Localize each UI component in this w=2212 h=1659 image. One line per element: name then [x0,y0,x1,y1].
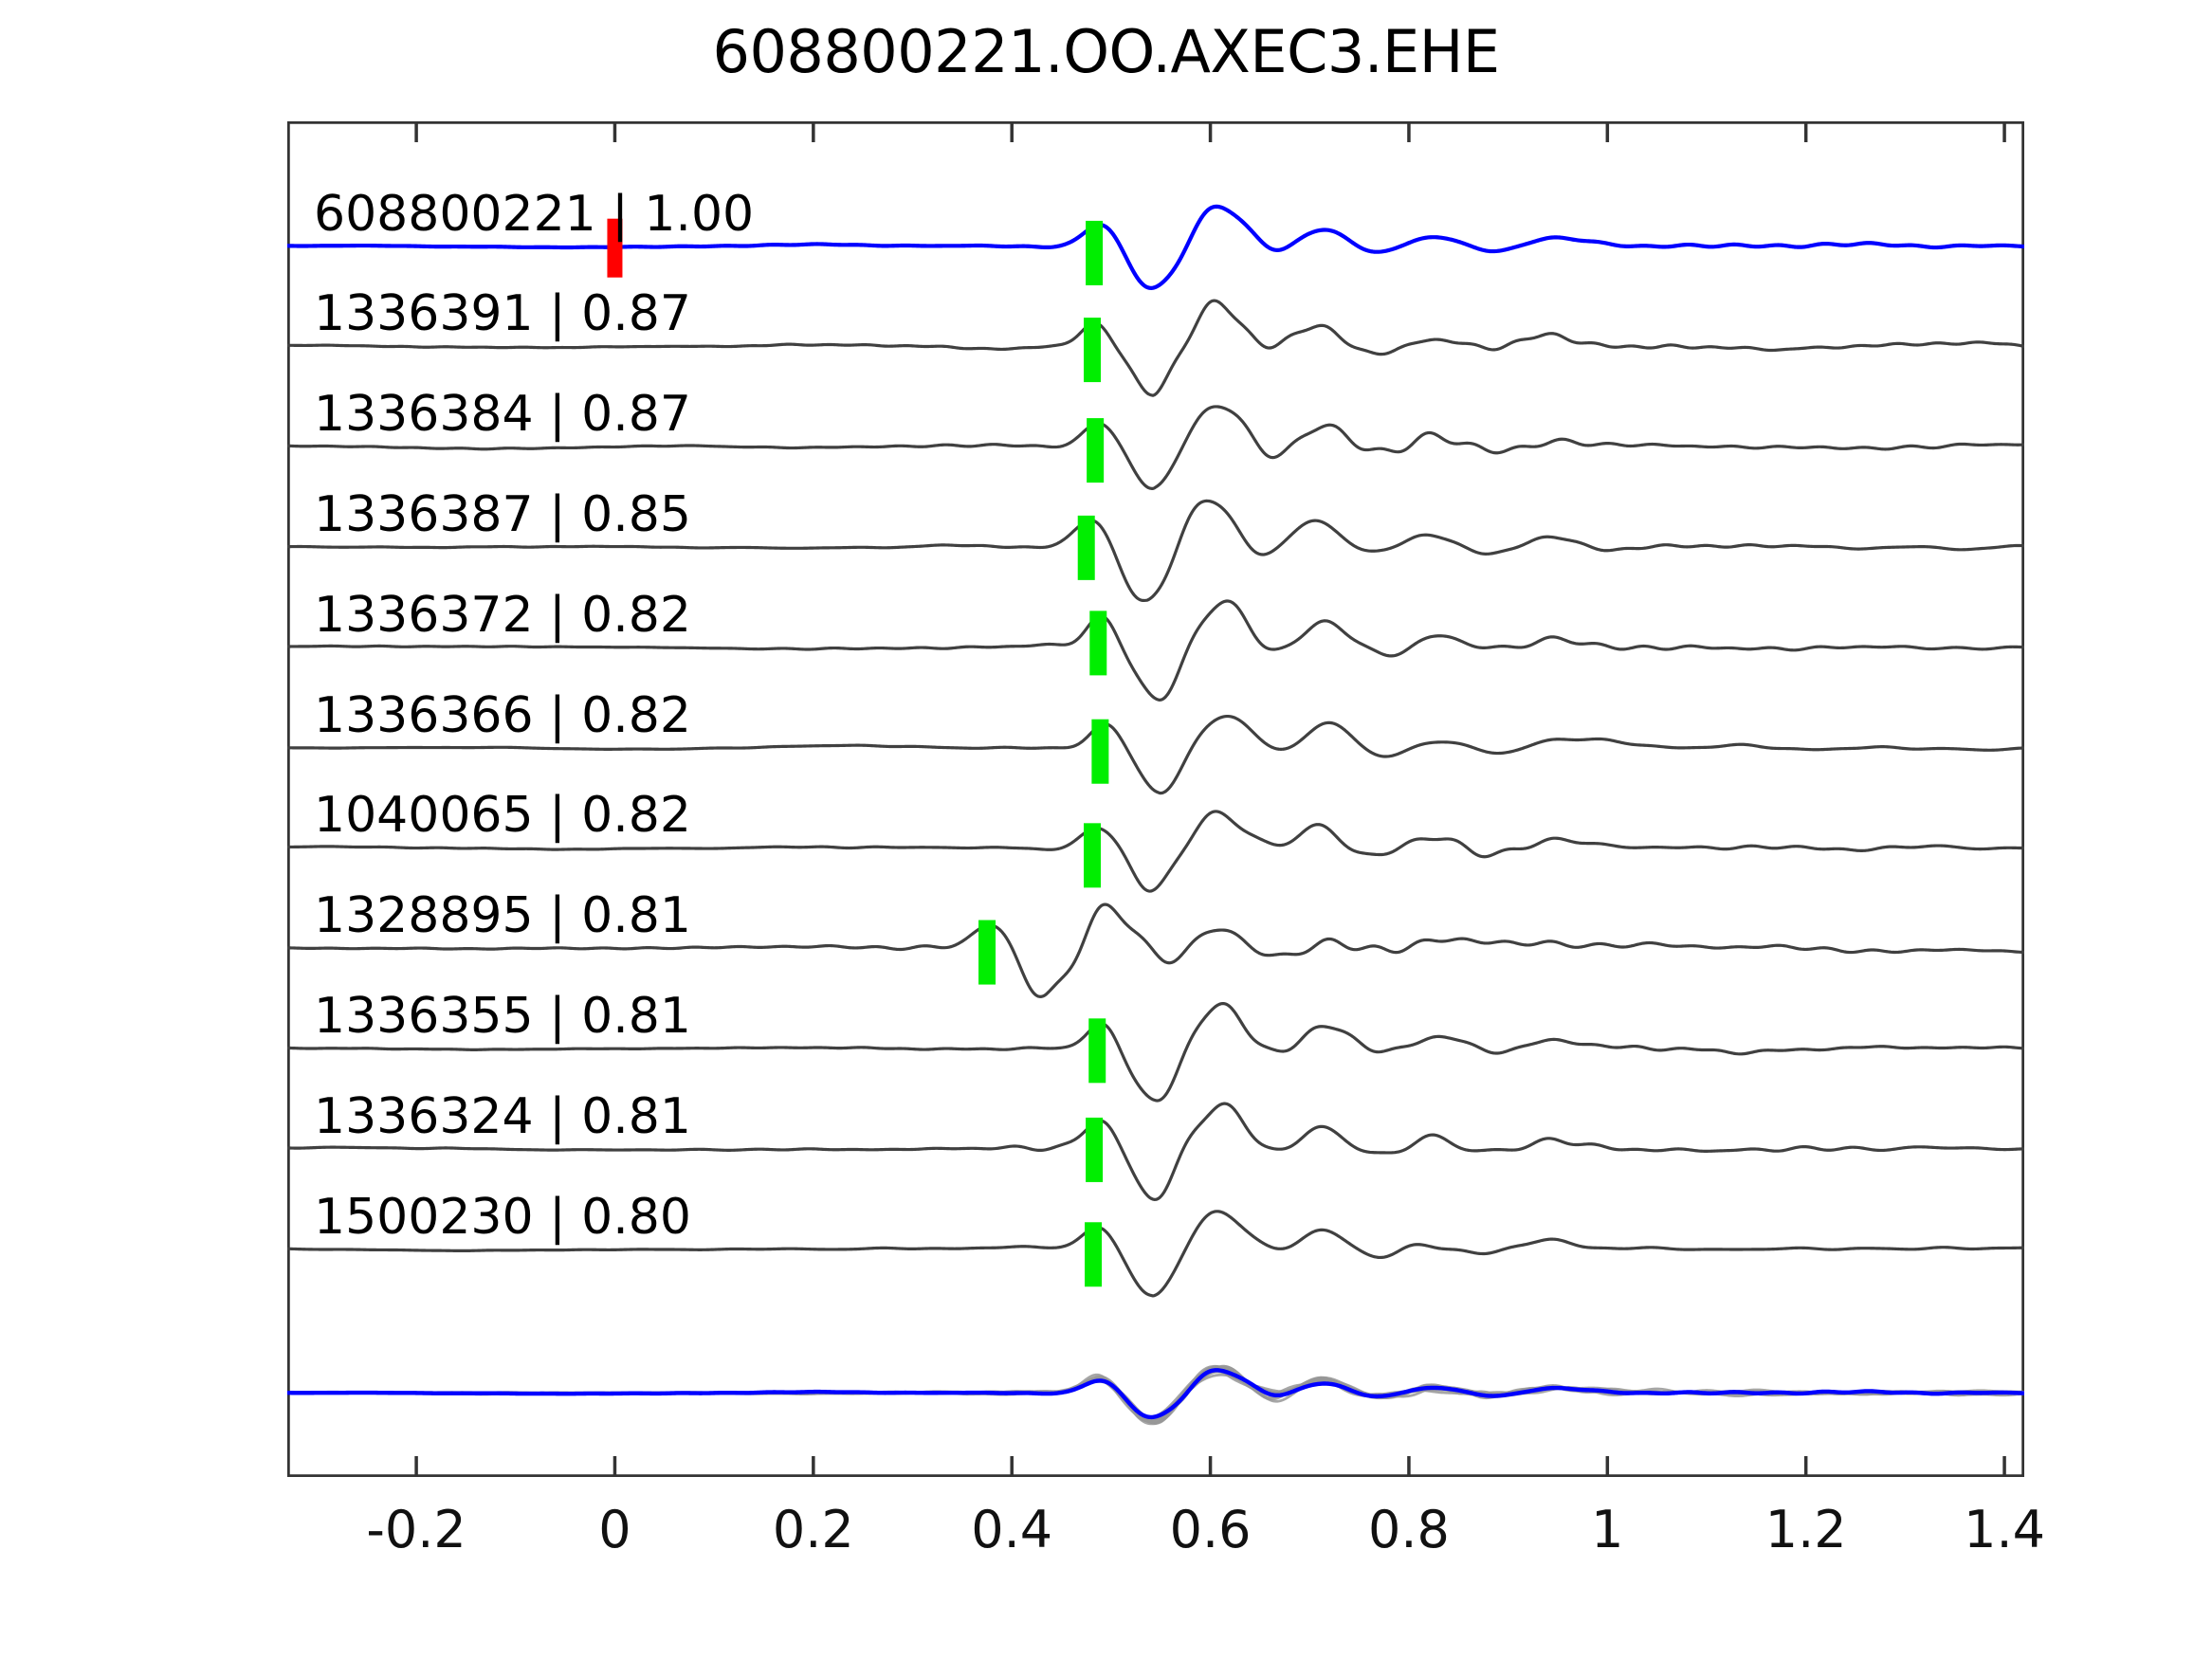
plot-area [287,121,2024,1477]
trace-label-1336391: 1336391 | 0.87 [314,285,691,343]
trace-row-1040065 [287,810,2024,893]
trace-row-1336324 [287,1102,2024,1201]
trace-row-1328895 [287,902,2024,998]
stack-reference-trace [287,1368,2024,1420]
trace-label-1336387: 1336387 | 0.85 [314,486,691,544]
x-tick-label: 0 [598,1500,631,1559]
trace-label-1336355: 1336355 | 0.81 [314,988,691,1046]
pick-marker-1336372[interactable] [1089,611,1107,676]
x-tick-label: -0.2 [366,1500,466,1559]
trace-label-1336384: 1336384 | 0.87 [314,386,691,444]
trace-row-1336387 [287,499,2024,603]
stack-overlay-trace [287,1373,2019,1421]
x-tick-label: 1.2 [1764,1500,1847,1559]
trace-label-1336324: 1336324 | 0.81 [314,1087,691,1145]
waveform-608800221 [287,204,2024,290]
trace-row-1500230 [287,1210,2024,1298]
x-tick-label: 1 [1591,1500,1624,1559]
x-axis-ticks [414,121,2006,1477]
x-tick-label: 0.6 [1169,1500,1252,1559]
pick-marker-1040065[interactable] [1084,823,1102,888]
trace-label-1336372: 1336372 | 0.82 [314,586,691,644]
waveform-1336324 [287,1102,2024,1201]
trace-label-608800221: 608800221 | 1.00 [314,185,755,243]
waveform-1040065 [287,810,2024,893]
trace-row-1336355 [287,1001,2024,1103]
x-tick-label: 0.8 [1367,1500,1450,1559]
trace-row-1336384 [287,405,2024,490]
pick-marker-1336387[interactable] [1077,515,1095,580]
waveform-1500230 [287,1210,2024,1298]
waveform-1336384 [287,405,2024,490]
waveform-1336372 [287,599,2024,702]
trace-row-1336366 [287,714,2024,795]
trace-label-1328895: 1328895 | 0.81 [314,887,691,945]
trace-label-1040065: 1040065 | 0.82 [314,787,691,845]
pick-marker-1336355[interactable] [1088,1018,1106,1084]
pick-marker-1336324[interactable] [1086,1117,1104,1182]
trace-row-608800221 [287,204,2024,290]
pick-marker-1336366[interactable] [1091,719,1109,784]
waveform-canvas [287,121,2024,1477]
trace-label-1336366: 1336366 | 0.82 [314,686,691,744]
stack-panel [287,1364,2024,1426]
x-tick-label: 0.2 [772,1500,854,1559]
waveform-1336366 [287,714,2024,795]
trace-label-1500230: 1500230 | 0.80 [314,1188,691,1246]
page-title: 608800221.OO.AXEC3.EHE [712,17,1501,86]
plot-frame [287,121,2024,1477]
origin-marker-608800221[interactable] [607,218,623,278]
pick-marker-1328895[interactable] [978,920,996,985]
pick-marker-608800221[interactable] [1086,220,1104,285]
trace-row-1336372 [287,599,2024,702]
waveform-1336391 [287,299,2024,397]
x-tick-label: 1.4 [1964,1500,2046,1559]
waveform-1336355 [287,1001,2024,1103]
x-tick-label: 0.4 [971,1500,1053,1559]
trace-row-1336391 [287,299,2024,397]
pick-marker-1500230[interactable] [1085,1222,1103,1287]
waveform-1328895 [287,902,2024,998]
pick-marker-1336384[interactable] [1087,418,1105,483]
waveform-1336387 [287,499,2024,603]
pick-marker-1336391[interactable] [1084,318,1102,383]
